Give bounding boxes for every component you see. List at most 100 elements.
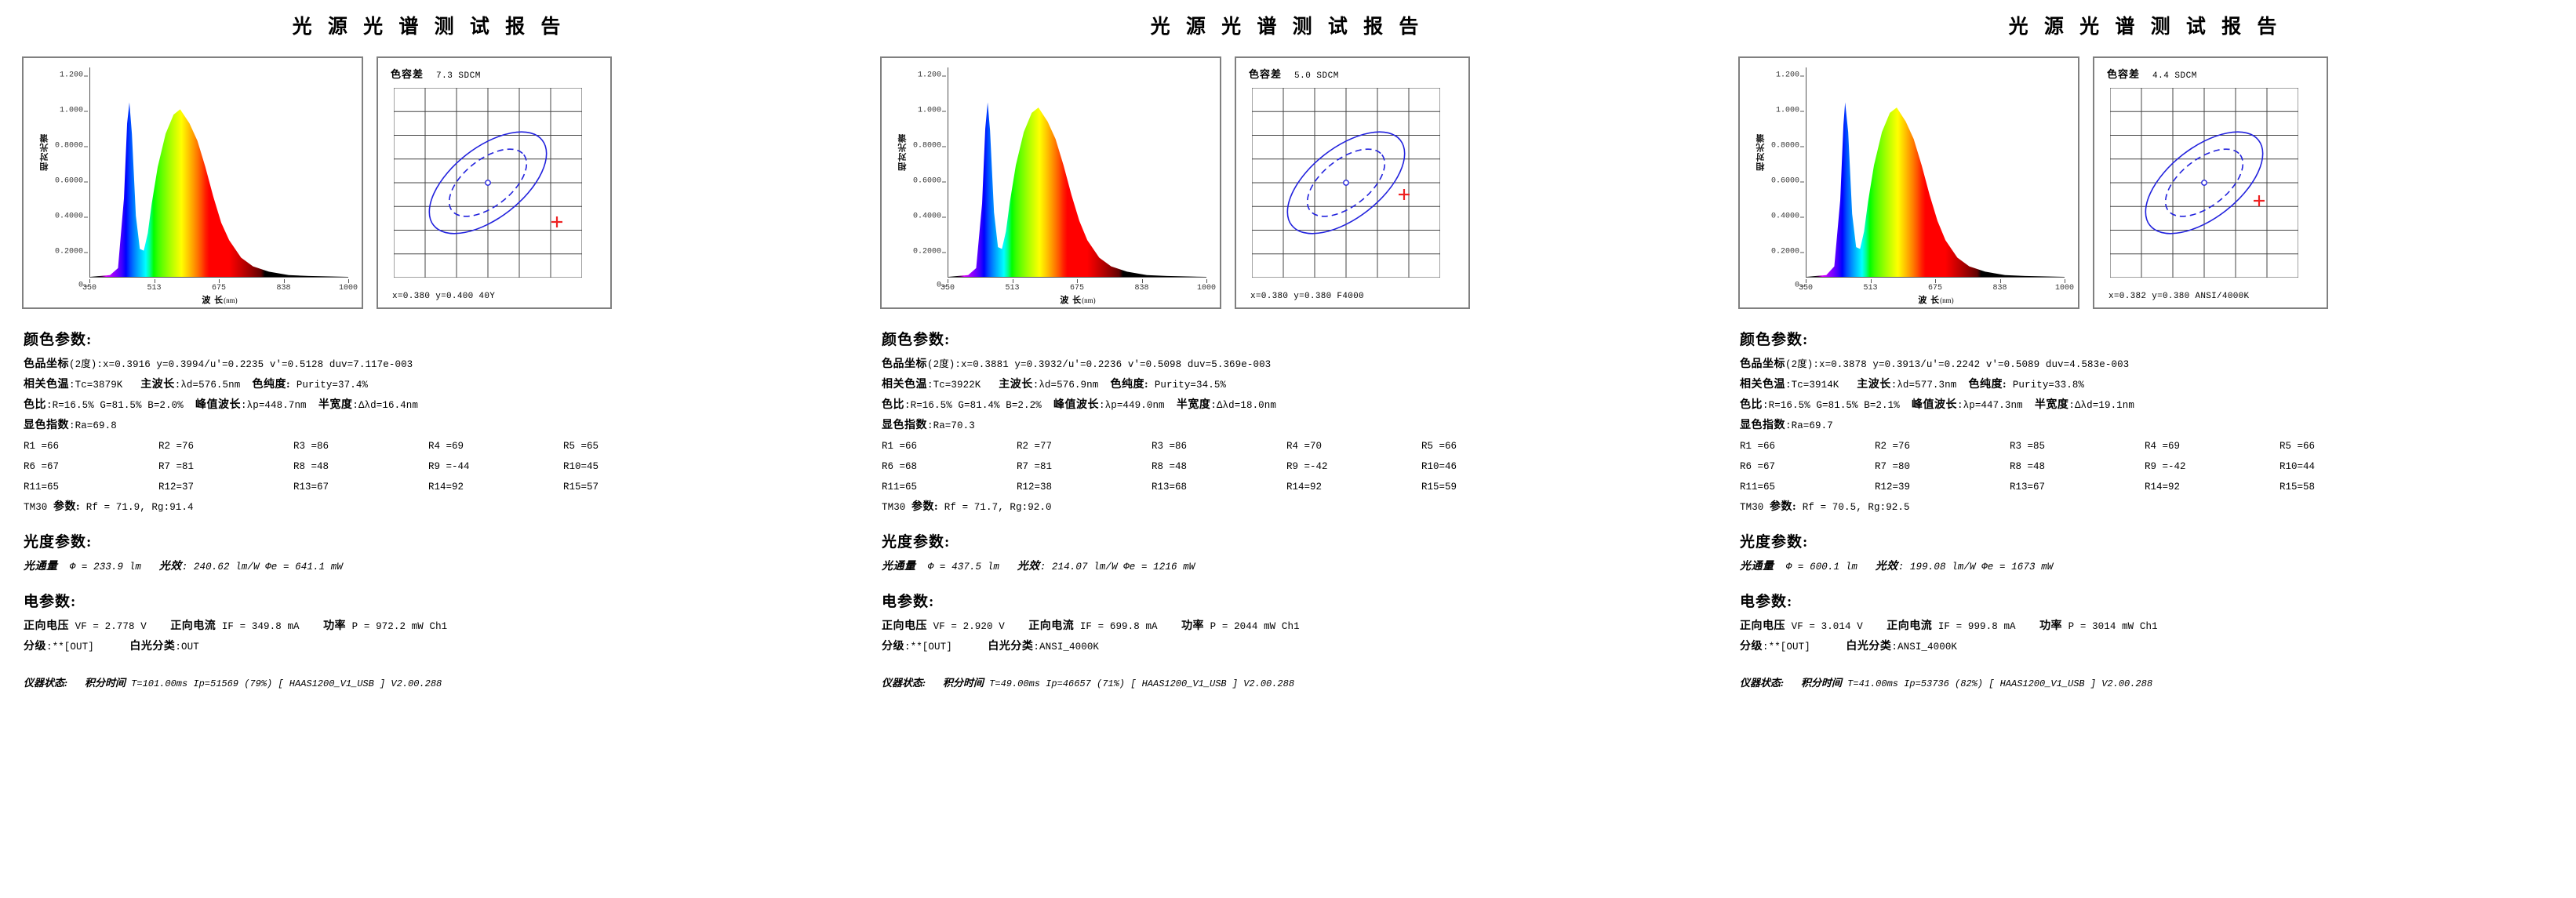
y-axis-tick: 0.6000 — [1770, 176, 1805, 186]
electrical-line: 正向电压 VF = 2.920 V 正向电流 IF = 699.8 mA 功率 … — [882, 620, 1300, 632]
cri-value: R11=65 — [882, 482, 918, 493]
y-axis-tick: 1.200 — [59, 71, 89, 80]
spectrum-chart[interactable]: 相对光谱 1.200 1.000 0.8000 0.6000 0.4000 0.2000 0 3… — [880, 56, 1221, 309]
cri-row: R1 =66 R2 =77 R3 =86 R4 =70 R5 =66 — [882, 436, 1716, 456]
sdcm-footer: x=0.380 y=0.380 F4000 — [1250, 292, 1364, 301]
sdcm-value: 5.0 SDCM — [1294, 71, 1339, 81]
cri-value: R12=38 — [1017, 482, 1053, 493]
cri-row: R11=65 R12=37 R13=67 R14=92 R15=57 — [24, 477, 858, 497]
cri-value: R9 =-44 — [428, 461, 470, 472]
color-ratio-line: 色比:R=16.5% G=81.5% B=2.1% 峰值波长:λp=447.3n… — [1740, 399, 2134, 411]
cri-value: R10=44 — [2279, 461, 2316, 472]
cct-line: 相关色温:Tc=3922K 主波长:λd=576.9nm 色纯度: Purity… — [882, 379, 1227, 391]
cri-line: 显色指数:Ra=70.3 — [882, 420, 975, 431]
x-axis-tick: 1000 — [2055, 279, 2074, 293]
cri-value: R8 =48 — [2010, 461, 2046, 472]
x-axis-tick: 675 — [1928, 279, 1942, 293]
spectrum-plot-area — [1806, 67, 2065, 278]
cri-value: R1 =66 — [1740, 441, 1776, 452]
y-axis: 1.200 1.000 0.8000 0.6000 0.4000 0.2000 0 — [905, 66, 947, 290]
section-title-color: 颜色参数: — [882, 332, 951, 348]
electrical-line: 正向电压 VF = 2.778 V 正向电流 IF = 349.8 mA 功率 … — [24, 620, 448, 632]
x-axis-tick: 838 — [1992, 279, 2007, 293]
sdcm-value: 4.4 SDCM — [2152, 71, 2197, 81]
cri-value: R8 =48 — [1152, 461, 1188, 472]
charts-area: 相对光谱 1.200 1.000 0.8000 0.6000 0.4000 0.2000 0 3… — [1716, 56, 2574, 315]
y-axis-tick: 1.200 — [917, 71, 947, 80]
charts-area: 相对光谱 1.200 1.000 0.8000 0.6000 0.4000 0.2000 0 3… — [0, 56, 858, 315]
cri-row: R6 =67 R7 =80 R8 =48 R9 =-42 R10=44 — [1740, 456, 2574, 477]
spectrum-plot-area — [89, 67, 348, 278]
cri-value: R6 =67 — [1740, 461, 1776, 472]
chromaticity-line: 色品坐标(2度):x=0.3881 y=0.3932/u'=0.2236 v'=… — [882, 358, 1272, 370]
cri-value: R5 =65 — [563, 441, 599, 452]
cri-value: R12=39 — [1875, 482, 1911, 493]
spectrum-curve — [90, 102, 348, 277]
chromaticity-line: 色品坐标(2度):x=0.3916 y=0.3994/u'=0.2235 v'=… — [24, 358, 413, 370]
y-axis-tick: 0.6000 — [54, 176, 89, 186]
y-axis-tick: 0.4000 — [1770, 212, 1805, 221]
section-title-color: 颜色参数: — [24, 332, 93, 348]
page-title: 光 源 光 谱 测 试 报 告 — [1150, 16, 1424, 38]
instrument-status-line: 仪器状态: 积分时间 T=41.00ms Ip=53736 (82%) [ HA… — [1740, 677, 2153, 689]
cri-value: R9 =-42 — [2145, 461, 2186, 472]
color-ratio-line: 色比:R=16.5% G=81.4% B=2.2% 峰值波长:λp=449.0n… — [882, 399, 1276, 411]
cri-value: R15=59 — [1421, 482, 1457, 493]
cri-value: R6 =68 — [882, 461, 918, 472]
cri-value: R10=46 — [1421, 461, 1457, 472]
cri-row: R6 =67 R7 =81 R8 =48 R9 =-44 R10=45 — [24, 456, 858, 477]
y-axis-tick: 0.4000 — [54, 212, 89, 221]
x-axis-tick: 1000 — [1197, 279, 1216, 293]
x-axis-tick: 675 — [212, 279, 226, 293]
cri-row: R1 =66 R2 =76 R3 =86 R4 =69 R5 =65 — [24, 436, 858, 456]
measured-point-marker — [1399, 189, 1410, 200]
x-axis-title: 波 长(nm) — [1918, 296, 1954, 305]
x-axis-tick: 350 — [82, 279, 96, 293]
cri-value: R7 =80 — [1875, 461, 1911, 472]
sdcm-footer: x=0.380 y=0.400 40Y — [392, 292, 496, 301]
sdcm-chart[interactable]: 色容差 5.0 SDCM x=0.380 y=0.380 F4000 — [1235, 56, 1470, 309]
x-axis-title: 波 长(nm) — [202, 296, 238, 305]
chromaticity-line: 色品坐标(2度):x=0.3878 y=0.3913/u'=0.2242 v'=… — [1740, 358, 2130, 370]
x-axis-tick: 513 — [1863, 279, 1878, 293]
cri-value: R9 =-42 — [1286, 461, 1328, 472]
cri-line: 显色指数:Ra=69.7 — [1740, 420, 1833, 431]
spectrum-chart[interactable]: 相对光谱 1.200 1.000 0.8000 0.6000 0.4000 0.2000 0 3… — [22, 56, 363, 309]
cri-value: R1 =66 — [882, 441, 918, 452]
section-title-electrical: 电参数: — [882, 594, 935, 610]
cri-value: R2 =77 — [1017, 441, 1053, 452]
y-axis-tick: 0 — [1794, 281, 1805, 290]
report-panel: 光 源 光 谱 测 试 报 告相对光谱 1.200 1.000 0.8000 0.600… — [1716, 0, 2574, 898]
flux-line: 光通量 Φ = 233.9 lm 光效: 240.62 lm/W Φe = 64… — [24, 561, 343, 573]
sdcm-chart[interactable]: 色容差 4.4 SDCM x=0.382 y=0.380 ANSI/4000K — [2093, 56, 2328, 309]
measured-point-marker — [2254, 195, 2265, 206]
y-axis-tick: 0.8000 — [54, 141, 89, 151]
cri-value: R13=67 — [293, 482, 329, 493]
sdcm-header: 色容差 7.3 SDCM — [391, 68, 481, 81]
cri-line: 显色指数:Ra=69.8 — [24, 420, 117, 431]
electrical-line: 正向电压 VF = 3.014 V 正向电流 IF = 999.8 mA 功率 … — [1740, 620, 2158, 632]
cri-row: R11=65 R12=38 R13=68 R14=92 R15=59 — [882, 477, 1716, 497]
cri-value: R3 =86 — [1152, 441, 1188, 452]
sdcm-chart[interactable]: 色容差 7.3 SDCM x=0.380 y=0.400 40Y — [377, 56, 612, 309]
sdcm-value: 7.3 SDCM — [436, 71, 481, 81]
bin-line: 分级:**[OUT] 白光分类:ANSI_4000K — [1740, 641, 1958, 653]
section-title-electrical: 电参数: — [1740, 594, 1793, 610]
tm30-line: TM30 参数: Rf = 71.7, Rg:92.0 — [882, 501, 1052, 513]
sdcm-ellipse-plot — [393, 87, 583, 278]
cri-value: R14=92 — [1286, 482, 1323, 493]
y-axis-tick: 1.000 — [917, 106, 947, 115]
y-axis: 1.200 1.000 0.8000 0.6000 0.4000 0.2000 0 — [47, 66, 89, 290]
spectrum-plot-area — [948, 67, 1206, 278]
x-axis-title: 波 长(nm) — [1060, 296, 1096, 305]
x-axis-tick: 1000 — [339, 279, 358, 293]
cri-value: R3 =86 — [293, 441, 329, 452]
cri-value: R2 =76 — [1875, 441, 1911, 452]
cri-value: R8 =48 — [293, 461, 329, 472]
instrument-status-line: 仪器状态: 积分时间 T=49.00ms Ip=46657 (71%) [ HA… — [882, 677, 1295, 689]
cct-line: 相关色温:Tc=3914K 主波长:λd=577.3nm 色纯度: Purity… — [1740, 379, 2085, 391]
spectrum-chart[interactable]: 相对光谱 1.200 1.000 0.8000 0.6000 0.4000 0.2000 0 3… — [1738, 56, 2079, 309]
y-axis: 1.200 1.000 0.8000 0.6000 0.4000 0.2000 0 — [1763, 66, 1805, 290]
x-axis: 350 513 675 838 1000 — [941, 279, 1216, 303]
